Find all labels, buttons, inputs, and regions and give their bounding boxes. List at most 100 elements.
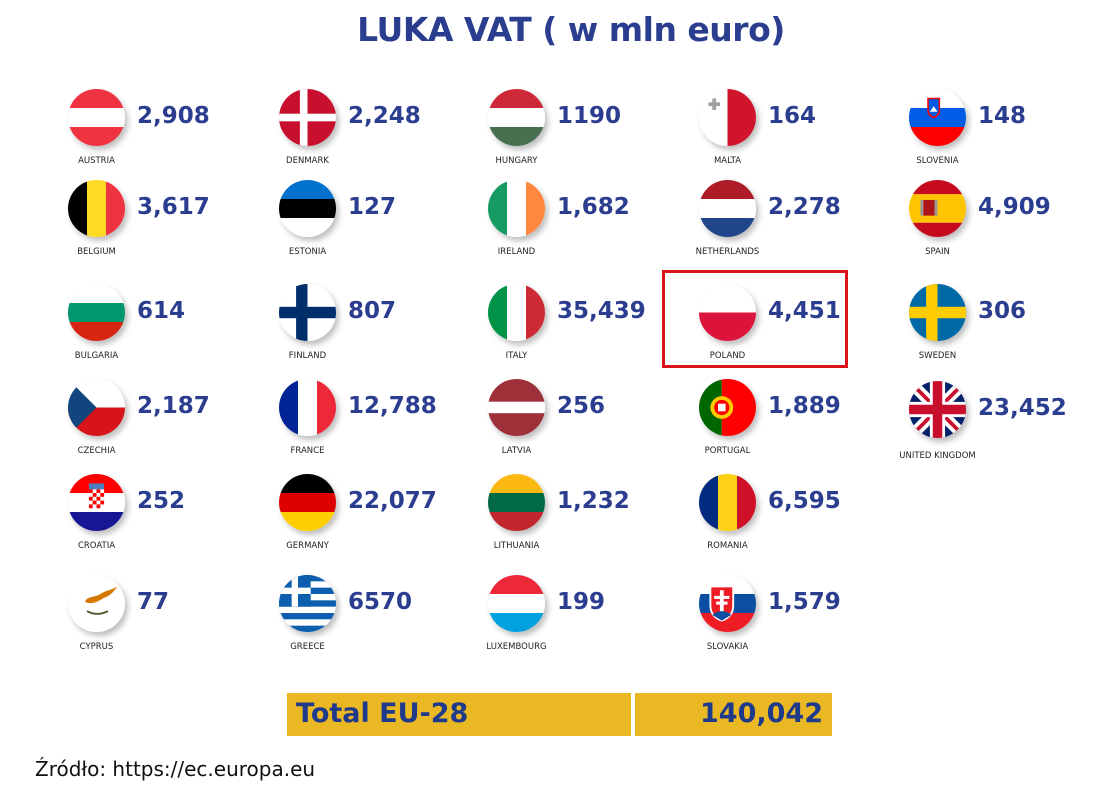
lithuania-flag-icon — [488, 474, 545, 531]
italy-flag-icon — [488, 284, 545, 341]
country-finland: 807 FINLAND — [279, 284, 479, 379]
country-value: 12,788 — [348, 393, 437, 419]
country-name: DENMARK — [286, 156, 329, 166]
country-value: 1,889 — [768, 393, 841, 419]
poland-flag-icon — [699, 284, 756, 341]
total-label: Total EU-28 — [296, 698, 469, 729]
country-name: GREECE — [290, 642, 325, 652]
united-kingdom-flag-icon — [909, 381, 966, 438]
country-denmark: 2,248 DENMARK — [279, 89, 479, 184]
country-value: 77 — [137, 589, 170, 615]
country-name: FRANCE — [290, 446, 325, 456]
source-note: Źródło: https://ec.europa.eu — [35, 757, 316, 781]
country-bulgaria: 614 BULGARIA — [68, 284, 268, 379]
country-germany: 22,077 GERMANY — [279, 474, 479, 569]
germany-flag-icon — [279, 474, 336, 531]
country-value: 2,278 — [768, 194, 841, 220]
country-value: 4,451 — [768, 298, 841, 324]
country-value: 614 — [137, 298, 186, 324]
country-name: UNITED KINGDOM — [899, 451, 976, 461]
slovakia-flag-icon — [699, 575, 756, 632]
country-sweden: 306 SWEDEN — [909, 284, 1102, 379]
total-label-bar: Total EU-28 — [287, 693, 631, 736]
country-austria: 2,908 AUSTRIA — [68, 89, 268, 184]
malta-flag-icon — [699, 89, 756, 146]
france-flag-icon — [279, 379, 336, 436]
country-name: FINLAND — [288, 351, 327, 361]
country-value: 807 — [348, 298, 397, 324]
luxembourg-flag-icon — [488, 575, 545, 632]
country-name: IRELAND — [497, 247, 536, 257]
netherlands-flag-icon — [699, 180, 756, 237]
denmark-flag-icon — [279, 89, 336, 146]
sweden-flag-icon — [909, 284, 966, 341]
country-value: 1,579 — [768, 589, 841, 615]
country-cyprus: 77 CYPRUS — [68, 575, 268, 670]
country-estonia: 127 ESTONIA — [279, 180, 479, 275]
country-name: ITALY — [505, 351, 528, 361]
country-france: 12,788 FRANCE — [279, 379, 479, 474]
country-name: CZECHIA — [77, 446, 116, 456]
country-name: SLOVAKIA — [706, 642, 749, 652]
country-name: HUNGARY — [495, 156, 538, 166]
country-spain: 4,909 SPAIN — [909, 180, 1102, 275]
country-value: 127 — [348, 194, 397, 220]
country-value: 3,617 — [137, 194, 210, 220]
country-value: 4,909 — [978, 194, 1051, 220]
country-value: 148 — [978, 103, 1027, 129]
country-portugal: 1,889 PORTUGAL — [699, 379, 899, 474]
czechia-flag-icon — [68, 379, 125, 436]
portugal-flag-icon — [699, 379, 756, 436]
latvia-flag-icon — [488, 379, 545, 436]
country-name: SLOVENIA — [916, 156, 959, 166]
total-value: 140,042 — [700, 698, 823, 729]
country-united-kingdom: 23,452 UNITED KINGDOM — [899, 381, 1102, 476]
country-value: 1,682 — [557, 194, 630, 220]
country-name: NETHERLANDS — [695, 247, 760, 257]
country-name: POLAND — [709, 351, 746, 361]
country-value: 252 — [137, 488, 186, 514]
country-name: ROMANIA — [707, 541, 748, 551]
country-name: SWEDEN — [918, 351, 957, 361]
belgium-flag-icon — [68, 180, 125, 237]
country-value: 6570 — [348, 589, 413, 615]
chart-title: LUKA VAT ( w mln euro) — [357, 10, 785, 49]
country-value: 35,439 — [557, 298, 646, 324]
country-value: 6,595 — [768, 488, 841, 514]
country-value: 164 — [768, 103, 817, 129]
country-value: 199 — [557, 589, 606, 615]
country-value: 1190 — [557, 103, 622, 129]
estonia-flag-icon — [279, 180, 336, 237]
country-romania: 6,595 ROMANIA — [699, 474, 899, 569]
country-name: CROATIA — [77, 541, 116, 551]
country-name: BULGARIA — [74, 351, 119, 361]
greece-flag-icon — [279, 575, 336, 632]
country-slovakia: 1,579 SLOVAKIA — [699, 575, 899, 670]
country-greece: 6570 GREECE — [279, 575, 479, 670]
finland-flag-icon — [279, 284, 336, 341]
cyprus-flag-icon — [68, 575, 125, 632]
country-name: LUXEMBOURG — [486, 642, 547, 652]
romania-flag-icon — [699, 474, 756, 531]
country-netherlands: 2,278 NETHERLANDS — [696, 180, 899, 275]
country-value: 306 — [978, 298, 1027, 324]
austria-flag-icon — [68, 89, 125, 146]
country-value: 23,452 — [978, 395, 1067, 421]
country-malta: 164 MALTA — [699, 89, 899, 184]
country-czechia: 2,187 CZECHIA — [68, 379, 268, 474]
country-luxembourg: 199 LUXEMBOURG — [486, 575, 688, 670]
country-slovenia: 148 SLOVENIA — [909, 89, 1102, 184]
poland-highlight-box — [662, 270, 848, 368]
country-croatia: 252 CROATIA — [68, 474, 268, 569]
country-value: 2,908 — [137, 103, 210, 129]
croatia-flag-icon — [68, 474, 125, 531]
spain-flag-icon — [909, 180, 966, 237]
country-name: LATVIA — [501, 446, 532, 456]
bulgaria-flag-icon — [68, 284, 125, 341]
country-name: AUSTRIA — [78, 156, 115, 166]
country-name: CYPRUS — [79, 642, 114, 652]
country-value: 22,077 — [348, 488, 437, 514]
ireland-flag-icon — [488, 180, 545, 237]
country-italy: 35,439 ITALY — [488, 284, 688, 379]
country-name: MALTA — [713, 156, 742, 166]
